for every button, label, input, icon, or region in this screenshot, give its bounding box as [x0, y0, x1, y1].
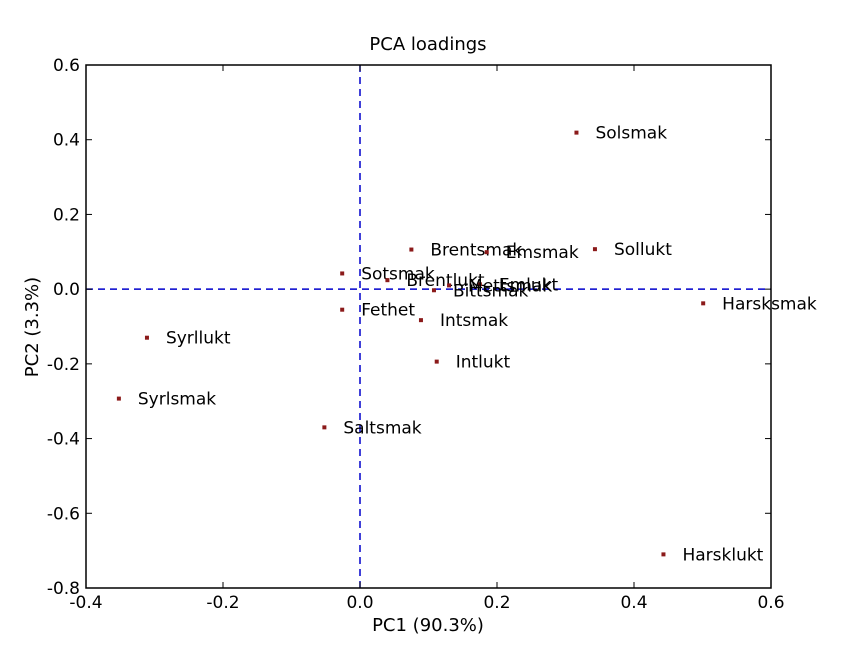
- data-point: [434, 359, 439, 364]
- x-tick-label: 0.0: [346, 593, 373, 613]
- data-point: [340, 307, 345, 312]
- x-tick-label: -0.4: [69, 593, 102, 613]
- y-tick-label: 0.2: [53, 205, 80, 225]
- x-tick-label: 0.6: [757, 593, 784, 613]
- y-tick-label: 0.0: [53, 280, 80, 300]
- point-label: Syrlsmak: [138, 390, 216, 410]
- point-label: Brentsmak: [430, 241, 522, 261]
- data-point: [592, 247, 597, 252]
- plot-frame: [85, 64, 772, 589]
- data-point: [447, 283, 452, 288]
- data-point: [340, 271, 345, 276]
- data-point: [661, 552, 666, 557]
- y-tick-label: 0.4: [53, 131, 80, 151]
- data-point: [477, 282, 482, 287]
- x-tick-label: -0.2: [206, 593, 239, 613]
- point-label: Bittsmak: [453, 281, 529, 301]
- data-point: [322, 425, 327, 430]
- point-label: Harsksmak: [722, 294, 817, 314]
- data-point: [574, 130, 579, 135]
- y-tick-label: -0.2: [47, 355, 80, 375]
- point-label: Fethet: [361, 301, 415, 321]
- data-point: [418, 318, 423, 323]
- y-tick-label: -0.8: [47, 579, 80, 599]
- data-point: [144, 335, 149, 340]
- data-point: [701, 301, 706, 306]
- point-label: Solsmak: [595, 124, 667, 144]
- point-label: Sollukt: [614, 240, 672, 260]
- y-tick-label: -0.4: [47, 430, 80, 450]
- point-label: Brentlukt: [406, 271, 485, 291]
- x-tick-label: 0.2: [483, 593, 510, 613]
- data-point: [484, 250, 489, 255]
- point-label: Mettsmak: [468, 276, 552, 296]
- y-axis-label: PC2 (3.3%): [22, 277, 43, 377]
- chart-title: PCA loadings: [369, 34, 486, 55]
- plot-area: -0.4 -0.2 0.0 0.2 0.4 0.6 0.6 0.4 0.2 0.0 -0.2 -0.4…: [47, 56, 817, 613]
- point-label: Syrllukt: [166, 329, 231, 349]
- point-label: Intsmak: [440, 311, 508, 331]
- data-point: [116, 396, 121, 401]
- point-label: Sotsmak: [361, 264, 435, 284]
- x-tick-label: 0.4: [620, 593, 647, 613]
- data-point: [385, 278, 390, 283]
- data-point: [409, 247, 414, 252]
- y-tick-label: -0.6: [47, 504, 80, 524]
- point-label: Emlukt: [499, 275, 559, 295]
- data-point: [431, 288, 436, 293]
- point-label: Intlukt: [456, 353, 511, 373]
- point-label: Saltsmak: [343, 418, 421, 438]
- x-axis-label: PC1 (90.3%): [372, 615, 484, 636]
- y-tick-label: 0.6: [53, 56, 80, 76]
- point-label: Emsmak: [506, 243, 579, 263]
- point-label: Harsklukt: [682, 545, 763, 565]
